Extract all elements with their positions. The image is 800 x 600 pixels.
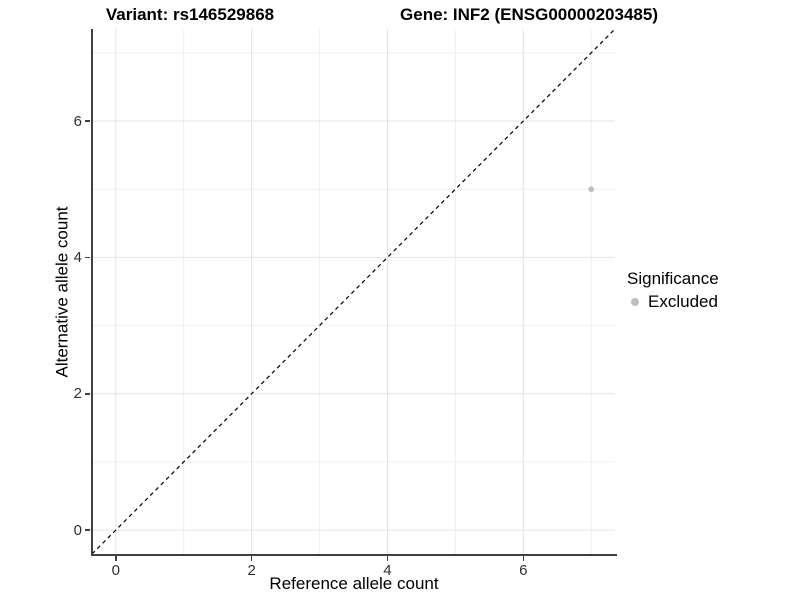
x-tick-mark	[522, 556, 525, 561]
legend-point-icon	[631, 298, 639, 306]
plot-canvas	[92, 29, 615, 554]
identity-line	[92, 29, 615, 554]
y-tick-label: 2	[73, 385, 82, 403]
plot-title-gene: Gene: INF2 (ENSG00000203485)	[400, 5, 658, 24]
x-axis-line	[90, 554, 617, 556]
legend-title: Significance	[627, 269, 719, 288]
y-tick-mark	[85, 120, 90, 122]
plot-panel	[92, 29, 615, 554]
legend-item: Excluded	[627, 292, 719, 312]
y-tick-mark	[85, 393, 90, 395]
y-axis-title-wrap: Alternative allele count	[51, 29, 75, 554]
x-tick-label: 4	[383, 562, 392, 579]
y-tick-label: 6	[73, 112, 82, 130]
x-tick-mark	[115, 556, 117, 561]
x-tick-label: 2	[247, 562, 256, 579]
y-axis-title: Alternative allele count	[53, 205, 73, 378]
legend: Significance Excluded	[627, 269, 719, 312]
y-tick-mark	[85, 256, 90, 259]
x-tick-label: 0	[111, 562, 120, 579]
legend-key	[627, 294, 643, 310]
plot-title-variant: Variant: rs146529868	[105, 5, 275, 24]
x-axis-title: Reference allele count	[269, 574, 439, 593]
data-point	[588, 186, 595, 193]
x-tick-mark	[386, 556, 389, 561]
y-axis-line	[90, 29, 93, 556]
legend-items: Excluded	[627, 292, 719, 312]
y-tick-label: 0	[73, 521, 82, 539]
y-tick-label: 4	[73, 248, 82, 266]
legend-item-label: Excluded	[648, 292, 718, 311]
x-tick-mark	[250, 556, 253, 561]
x-tick-label: 6	[519, 562, 528, 579]
y-tick-mark	[85, 529, 90, 531]
